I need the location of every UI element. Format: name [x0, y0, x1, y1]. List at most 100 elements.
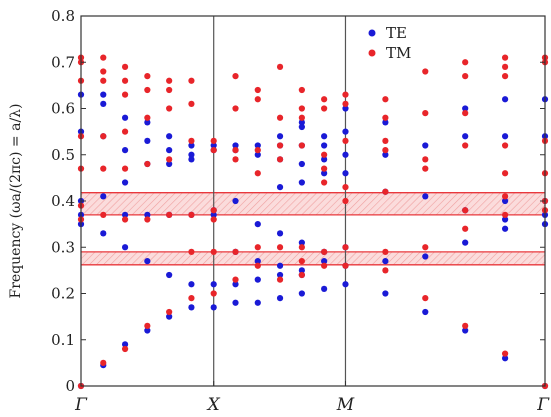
y-tick-label-3: 0.3: [51, 238, 75, 256]
tm-point-17: [121, 165, 129, 172]
tm-point-15: [121, 345, 129, 353]
tm-point-60: [276, 156, 284, 163]
tm-point-44: [210, 147, 217, 154]
tm-point-79: [342, 244, 349, 251]
te-point-29: [166, 133, 173, 140]
tm-point-49: [232, 147, 239, 154]
tm-point-92: [422, 295, 429, 302]
te-point-89: [382, 119, 389, 126]
y-tick-label-2: 0.2: [51, 285, 75, 303]
y-tick-label-0: 0: [65, 377, 75, 395]
te-point-20: [144, 211, 151, 218]
te-point-70: [298, 119, 305, 126]
te-point-83: [342, 128, 349, 135]
te-point-86: [382, 258, 389, 265]
tm-point-65: [298, 258, 305, 265]
tm-point-110: [501, 73, 509, 80]
tm-point-50: [232, 105, 239, 112]
te-point-78: [342, 281, 349, 288]
tm-point-14: [100, 54, 107, 61]
te-point-91: [422, 253, 429, 260]
tm-point-52: [254, 262, 261, 269]
te-point-64: [298, 267, 305, 274]
tm-point-58: [276, 276, 284, 283]
tm-point-89: [382, 137, 389, 144]
tm-point-59: [276, 244, 284, 251]
series-tm: [77, 54, 549, 390]
tm-point-34: [188, 295, 195, 302]
tm-point-16: [121, 216, 129, 223]
legend-label-tm: TM: [386, 44, 411, 62]
tm-point-108: [501, 170, 509, 177]
tm-point-90: [382, 114, 389, 121]
te-point-47: [232, 142, 239, 149]
tm-point-33: [166, 77, 173, 84]
tm-point-80: [342, 197, 349, 205]
te-point-97: [462, 133, 469, 140]
te-point-61: [276, 133, 284, 140]
te-point-13: [121, 244, 129, 251]
x-symmetry-label-0: Γ: [74, 395, 88, 413]
tm-point-85: [382, 267, 389, 274]
tm-point-87: [382, 188, 389, 195]
te-point-8: [100, 193, 107, 200]
tm-point-47: [232, 248, 239, 255]
tm-point-28: [166, 308, 173, 316]
tm-point-8: [100, 359, 107, 366]
tm-point-75: [321, 151, 328, 158]
y-tick-label-1: 0.1: [51, 331, 75, 349]
te-point-12: [121, 341, 129, 348]
te-point-67: [298, 160, 305, 168]
te-point-85: [382, 290, 389, 297]
te-point-58: [276, 184, 284, 191]
te-point-50: [254, 258, 261, 265]
te-point-56: [276, 262, 284, 269]
te-point-82: [342, 151, 349, 158]
te-point-62: [298, 290, 305, 297]
tm-point-77: [321, 96, 328, 103]
tm-point-18: [121, 128, 129, 135]
te-point-54: [276, 295, 284, 302]
tm-point-102: [462, 110, 469, 117]
te-point-19: [144, 258, 151, 265]
tm-point-73: [321, 179, 328, 186]
te-point-100: [501, 225, 509, 232]
band-gap-1: [81, 192, 545, 215]
tm-point-24: [144, 160, 151, 168]
te-point-25: [166, 271, 173, 279]
tm-point-9: [100, 211, 107, 218]
x-symmetry-label-3: Γ: [536, 395, 550, 413]
tm-point-45: [210, 137, 217, 144]
tm-point-62: [276, 114, 284, 121]
tm-point-78: [342, 262, 349, 269]
tm-point-26: [144, 86, 151, 94]
te-point-98: [462, 105, 469, 112]
tm-point-69: [298, 105, 305, 112]
series-te: [77, 91, 549, 390]
te-point-7: [100, 230, 107, 237]
tm-point-63: [276, 63, 284, 70]
te-point-102: [501, 197, 509, 205]
tm-point-86: [382, 248, 389, 255]
te-point-53: [254, 142, 261, 149]
tm-point-67: [298, 142, 305, 149]
tm-point-42: [210, 216, 217, 223]
tm-point-30: [166, 156, 173, 163]
te-point-75: [321, 156, 328, 163]
te-point-57: [276, 230, 284, 237]
tm-point-97: [422, 68, 429, 75]
tm-point-22: [144, 322, 151, 329]
tm-point-25: [144, 114, 151, 121]
tm-point-64: [298, 271, 305, 279]
te-point-51: [254, 221, 261, 228]
te-point-88: [382, 151, 389, 158]
te-point-31: [188, 281, 195, 288]
te-point-22: [144, 137, 151, 144]
tm-point-70: [298, 86, 305, 94]
te-point-10: [100, 100, 107, 107]
te-point-11: [100, 91, 107, 98]
te-point-99: [501, 355, 509, 362]
tm-point-11: [100, 133, 107, 140]
tm-point-66: [298, 244, 305, 251]
